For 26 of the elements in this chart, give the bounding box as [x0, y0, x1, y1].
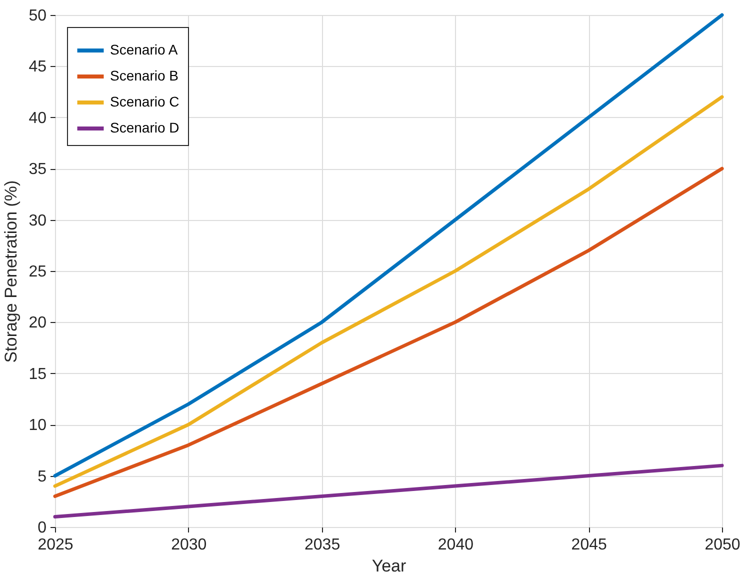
x-tick-label: 2045 [571, 536, 607, 554]
line-series [53, 464, 724, 519]
x-tick-label: 2050 [704, 536, 740, 554]
y-tick-label: 45 [28, 58, 47, 76]
y-tick-label: 50 [28, 8, 47, 24]
y-tick-label: 10 [28, 417, 47, 434]
legend-label: Scenario C [110, 94, 180, 110]
y-axis-title: Storage Penetration (%) [2, 180, 21, 363]
y-tick-label: 25 [28, 264, 47, 280]
legend-label: Scenario A [110, 42, 178, 58]
line-series [53, 95, 724, 488]
x-tick-label: 2035 [304, 536, 340, 554]
line-series [53, 166, 724, 498]
x-tick-label: 2030 [171, 536, 207, 554]
x-tick-label: 2025 [38, 536, 74, 554]
y-tick-label: 5 [38, 468, 47, 486]
y-tick-label: 20 [28, 314, 47, 332]
legend-label: Scenario D [110, 120, 180, 136]
legend-label: Scenario B [110, 68, 178, 84]
x-axis-title: Year [372, 556, 407, 576]
y-tick-label: 0 [38, 520, 47, 536]
y-tick-label: 30 [28, 212, 47, 230]
x-tick-label: 2040 [438, 536, 474, 554]
y-tick-label: 35 [28, 161, 47, 178]
y-tick-label: 15 [28, 366, 47, 383]
y-tick-label: 40 [28, 110, 47, 127]
